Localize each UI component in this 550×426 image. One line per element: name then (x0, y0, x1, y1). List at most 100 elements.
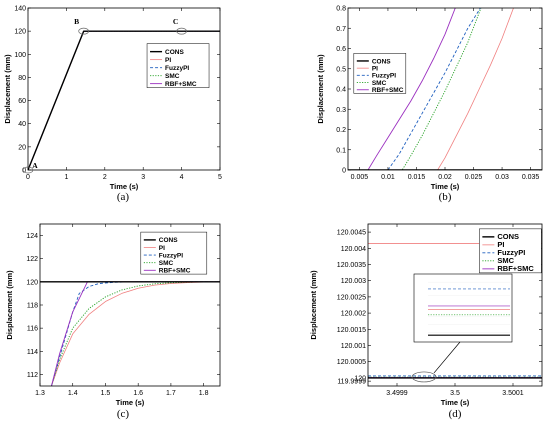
x-tick-label: 0.005 (351, 174, 369, 181)
y-tick-label: 0 (342, 168, 346, 175)
annotation-label: B (74, 17, 79, 26)
x-axis-label: Time (s) (441, 398, 470, 407)
panel-label: (c) (117, 408, 130, 420)
y-tick-label: 120 (26, 279, 38, 286)
legend-box (140, 231, 208, 275)
y-tick-label: 40 (18, 121, 26, 128)
panel-label: (b) (439, 191, 452, 203)
y-tick-label: 20 (18, 144, 26, 151)
legend-entry: CONS (159, 237, 178, 244)
panel-label: (a) (117, 191, 130, 203)
y-tick-label: 122 (26, 256, 38, 263)
annotation-label: A (32, 161, 38, 170)
x-tick-label: 1.3 (35, 390, 45, 397)
x-tick-label: 0.015 (408, 174, 426, 181)
series-line-pi (51, 281, 220, 386)
legend-entry: PI (159, 245, 165, 252)
y-tick-label: 120.0025 (337, 294, 366, 301)
legend-entry: PI (165, 57, 171, 64)
legend-entry: FuzzyPI (497, 248, 525, 257)
series-line-cons (28, 30, 220, 170)
legend-entry: CONS (165, 49, 184, 56)
y-tick-label: 124 (26, 233, 38, 240)
y-tick-label: 60 (18, 98, 26, 105)
y-tick-label: 120.001 (341, 343, 366, 350)
x-tick-label: 2 (103, 174, 107, 181)
x-tick-label: 1 (64, 174, 68, 181)
x-axis-label: Time (s) (110, 182, 139, 191)
y-tick-label: 120 (14, 29, 26, 36)
x-tick-label: 0 (26, 174, 30, 181)
legend-entry: FuzzyPI (159, 252, 183, 259)
axes-frame (27, 7, 221, 171)
y-tick-label: 112 (27, 372, 38, 379)
annotation-label: C (173, 17, 178, 26)
plot-area (348, 8, 542, 170)
x-tick-label: 1.8 (199, 390, 209, 397)
y-tick-label: 120.002 (341, 311, 366, 318)
x-tick-label: 0.035 (522, 174, 540, 181)
legend-entry: SMC (372, 80, 387, 87)
x-tick-label: 3.5 (450, 390, 460, 397)
plot-area (28, 30, 220, 170)
y-tick-label: 0.3 (336, 107, 346, 114)
series-line-fuzzypi (348, 8, 481, 170)
y-tick-label: 120.004 (341, 246, 366, 253)
x-tick-label: 1.4 (68, 390, 78, 397)
y-axis-label: Displacement (mm) (3, 54, 12, 124)
x-tick-label: 3.5001 (502, 390, 524, 397)
series-line-rbfsmc (51, 281, 220, 386)
x-tick-label: 0.03 (495, 174, 509, 181)
y-tick-label: 0.1 (336, 147, 346, 154)
y-axis-label: Displacement (mm) (316, 54, 325, 124)
legend-box (353, 53, 407, 94)
y-tick-label: 114 (27, 349, 38, 356)
y-tick-label: 0.4 (336, 87, 346, 94)
y-tick-label: 120.003 (341, 278, 366, 285)
x-tick-label: 0.025 (465, 174, 483, 181)
x-axis-label: Time (s) (116, 398, 145, 407)
series-line-rbfsmc (348, 8, 456, 170)
annotation-circle (176, 27, 187, 35)
panel-a: 0 1 2 3 4 5 0 20 40 60 80 100 120 140 Time (s) Displace… (3, 6, 222, 204)
y-tick-label: 80 (18, 75, 26, 82)
panel-c: 1.3 1.4 1.5 1.6 1.7 1.8 112 114 116 118 120 122 124 T… (5, 223, 221, 420)
x-axis-label: Time (s) (431, 182, 460, 191)
legend-entry: FuzzyPI (372, 73, 396, 80)
legend-entry: CONS (497, 232, 519, 241)
y-tick-label: 120.0035 (337, 262, 366, 269)
y-tick-label: 0.8 (336, 6, 346, 13)
annotation-circle (22, 166, 34, 174)
x-tick-label: 1.7 (166, 390, 176, 397)
y-tick-label: 0.2 (336, 127, 346, 134)
x-tick-label: 1.6 (133, 390, 143, 397)
legend-entry: PI (372, 65, 378, 72)
series-line-fuzzypi (51, 281, 220, 386)
plot-area (40, 281, 220, 386)
x-tick-label: 3.4999 (386, 390, 408, 397)
zoom-arrow (433, 341, 461, 374)
legend-entry: CONS (372, 58, 391, 65)
legend-entry: SMC (159, 260, 174, 267)
y-tick-label: 119.9999 (337, 379, 366, 386)
x-tick-label: 4 (180, 174, 184, 181)
y-axis-label: Displacement (mm) (5, 270, 14, 340)
inset-frame (413, 273, 513, 343)
y-tick-label: 120.0005 (337, 359, 366, 366)
panel-label: (d) (449, 408, 462, 420)
legend-entry: RBF+SMC (497, 264, 534, 273)
legend-entry: SMC (497, 256, 514, 265)
y-tick-label: 118 (27, 303, 38, 310)
y-tick-label: 100 (14, 52, 26, 59)
legend-entry: RBF+SMC (165, 81, 197, 88)
series-line-smc (51, 281, 220, 386)
legend-entry: RBF+SMC (159, 268, 191, 275)
x-tick-label: 3 (141, 174, 145, 181)
y-tick-label: 0.6 (336, 46, 346, 53)
y-tick-label: 140 (14, 6, 26, 13)
